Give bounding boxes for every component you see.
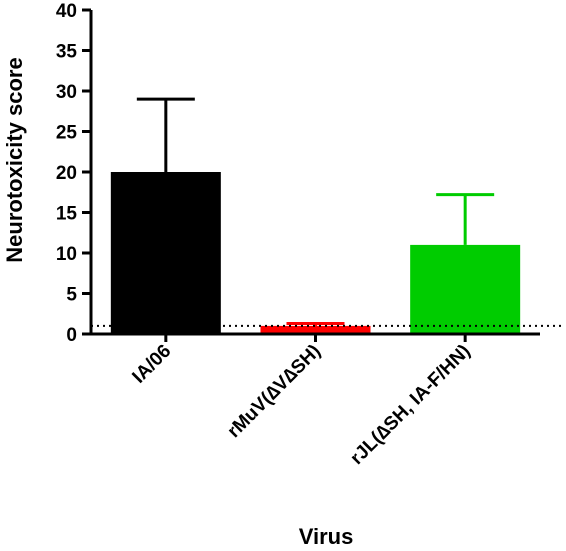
y-axis-title: Neurotoxicity score xyxy=(2,57,27,262)
bars xyxy=(110,172,521,334)
y-tick-label: 15 xyxy=(56,204,78,225)
x-category-label: rMuV(∆V∆SH) xyxy=(224,341,325,442)
y-tick-label: 35 xyxy=(56,42,78,63)
x-axis-ticks xyxy=(164,334,467,342)
x-axis-category-labels: IA/06 rMuV(∆V∆SH) rJL(∆SH, IA-F/HN) xyxy=(128,341,474,469)
bar xyxy=(110,172,221,334)
y-tick-label: 20 xyxy=(56,163,77,184)
error-bars xyxy=(136,97,495,326)
x-category-label: rJL(∆SH, IA-F/HN) xyxy=(346,341,474,469)
bar xyxy=(260,325,371,334)
y-tick-label: 25 xyxy=(56,123,78,144)
x-category-label: IA/06 xyxy=(128,341,175,388)
y-tick-label: 30 xyxy=(56,82,77,103)
x-axis-title: Virus xyxy=(299,524,354,549)
y-tick-label: 10 xyxy=(56,244,77,265)
bar xyxy=(410,244,521,334)
y-tick-label: 40 xyxy=(56,1,77,22)
y-tick-label: 0 xyxy=(66,325,77,346)
y-axis-ticks: 0 5 10 15 20 25 30 35 40 xyxy=(56,1,91,346)
y-tick-label: 5 xyxy=(66,285,77,306)
